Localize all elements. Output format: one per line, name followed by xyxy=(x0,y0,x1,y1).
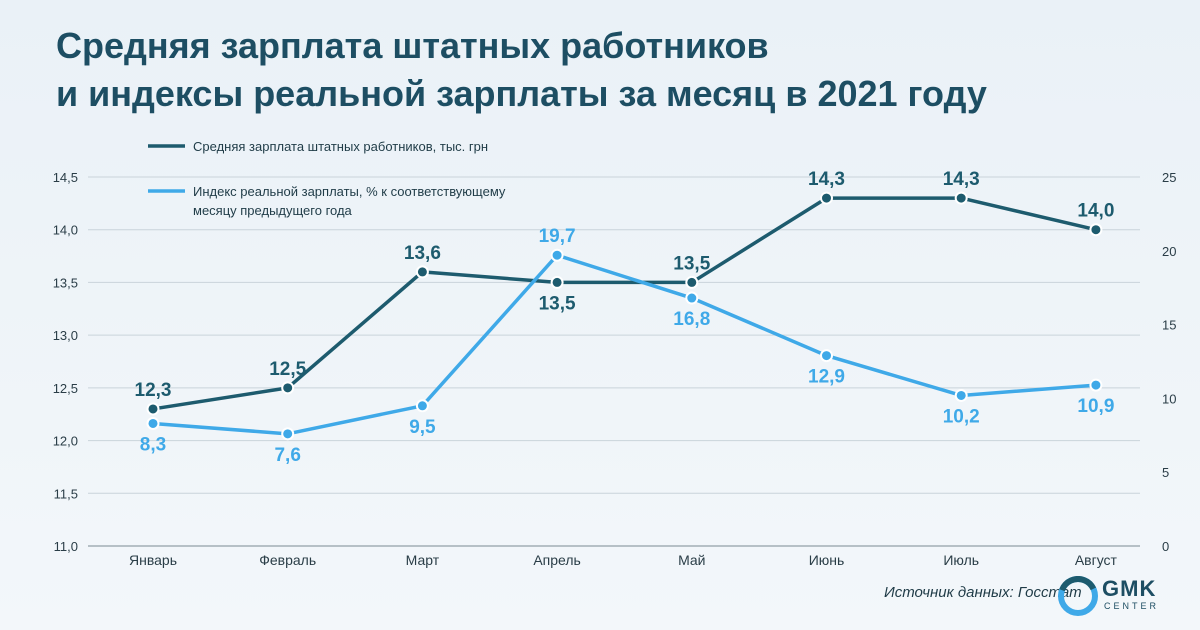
y-left-tick-label: 11,0 xyxy=(54,539,78,554)
data-label: 14,3 xyxy=(943,169,980,190)
legend-label-salary: Средняя зарплата штатных работников, тыс… xyxy=(193,139,488,154)
data-point xyxy=(281,427,295,441)
legend-label-index-line-2: месяцу предыдущего года xyxy=(193,203,353,218)
data-label: 14,3 xyxy=(808,169,845,190)
data-point xyxy=(550,248,564,262)
y-right-tick-label: 5 xyxy=(1162,465,1169,480)
series-line-2 xyxy=(152,253,1097,436)
chart-title: Средняя зарплата штатных работников и ин… xyxy=(56,22,1156,118)
logo-text: GMK xyxy=(1102,576,1157,601)
y-right-tick-label: 0 xyxy=(1162,539,1169,554)
data-point xyxy=(1089,378,1103,392)
data-point xyxy=(1089,223,1103,237)
data-point xyxy=(685,291,699,305)
data-label: 10,9 xyxy=(1077,396,1114,417)
data-point xyxy=(281,381,295,395)
data-label: 8,3 xyxy=(140,434,166,455)
series-line-1 xyxy=(152,196,1097,411)
data-label: 19,7 xyxy=(539,226,576,247)
data-label: 16,8 xyxy=(673,309,710,330)
y-left-tick-label: 11,5 xyxy=(54,486,78,501)
y-right-tick-label: 15 xyxy=(1162,318,1176,333)
data-label: 12,3 xyxy=(135,380,172,401)
data-point xyxy=(146,402,160,416)
x-tick-label: Май xyxy=(678,552,705,568)
data-point xyxy=(685,275,699,289)
data-point xyxy=(954,191,968,205)
data-label: 12,9 xyxy=(808,367,845,388)
y-left-tick-label: 14,0 xyxy=(53,223,78,238)
y-left-tick-label: 12,5 xyxy=(53,381,78,396)
data-point xyxy=(820,191,833,205)
data-label: 10,2 xyxy=(943,406,980,427)
y-right-tick-label: 20 xyxy=(1162,244,1176,259)
y-left-tick-label: 14,5 xyxy=(53,170,78,185)
y-right-tick-label: 10 xyxy=(1162,391,1176,406)
y-right-tick-label: 25 xyxy=(1162,170,1176,185)
legend-label-index-line-1: Индекс реальной зарплаты, % к соответств… xyxy=(193,184,506,199)
source-note: Источник данных: Госстат xyxy=(884,584,1082,601)
x-tick-label: Июль xyxy=(943,552,979,568)
gmk-logo: GMK CENTER xyxy=(1058,574,1178,618)
x-tick-label: Июнь xyxy=(809,552,845,568)
data-point xyxy=(146,416,160,430)
data-point xyxy=(820,349,833,363)
x-tick-label: Февраль xyxy=(259,552,316,568)
data-label: 13,5 xyxy=(673,253,710,274)
data-label: 7,6 xyxy=(274,445,300,466)
gmk-circle-logo-icon xyxy=(1058,576,1098,616)
logo-subtext: CENTER xyxy=(1104,601,1160,611)
data-point xyxy=(415,265,429,279)
data-label: 12,5 xyxy=(269,359,306,380)
data-label: 9,5 xyxy=(409,417,436,438)
y-left-tick-label: 13,5 xyxy=(53,275,78,290)
x-tick-label: Апрель xyxy=(533,552,581,568)
data-label: 13,5 xyxy=(539,293,576,314)
data-point xyxy=(954,388,968,402)
y-left-tick-label: 12,0 xyxy=(53,434,78,449)
x-tick-label: Январь xyxy=(129,552,177,568)
y-left-tick-label: 13,0 xyxy=(53,328,78,343)
data-point xyxy=(550,275,564,289)
x-tick-label: Март xyxy=(406,552,440,568)
chart-title-line-1: Средняя зарплата штатных работников xyxy=(56,25,769,66)
data-label: 14,0 xyxy=(1077,201,1114,222)
chart-title-line-2: и индексы реальной зарплаты за месяц в 2… xyxy=(56,73,987,114)
data-label: 13,6 xyxy=(404,243,441,264)
x-tick-label: Август xyxy=(1075,552,1118,568)
data-point xyxy=(415,399,429,413)
